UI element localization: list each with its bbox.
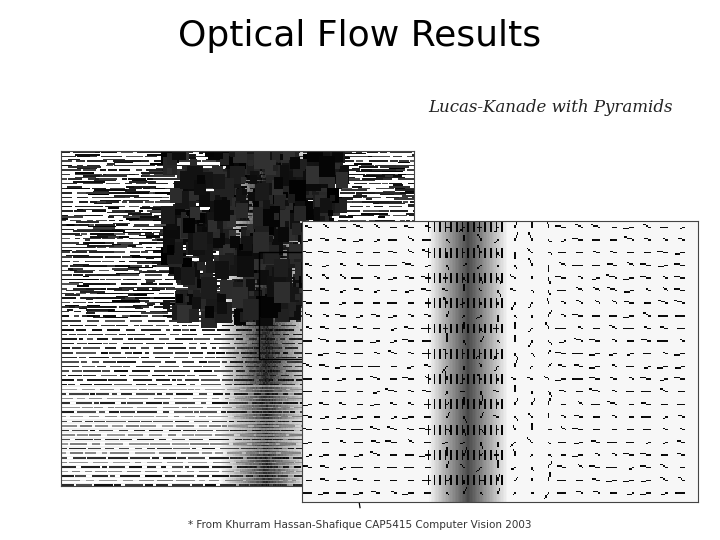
Text: 40: 40 xyxy=(650,479,675,498)
Bar xyxy=(258,252,336,359)
Text: Optical Flow Results: Optical Flow Results xyxy=(179,19,541,53)
Text: * From Khurram Hassan-Shafique CAP5415 Computer Vision 2003: * From Khurram Hassan-Shafique CAP5415 C… xyxy=(188,520,532,530)
Text: Lucas-Kanade with Pyramids: Lucas-Kanade with Pyramids xyxy=(428,99,673,117)
